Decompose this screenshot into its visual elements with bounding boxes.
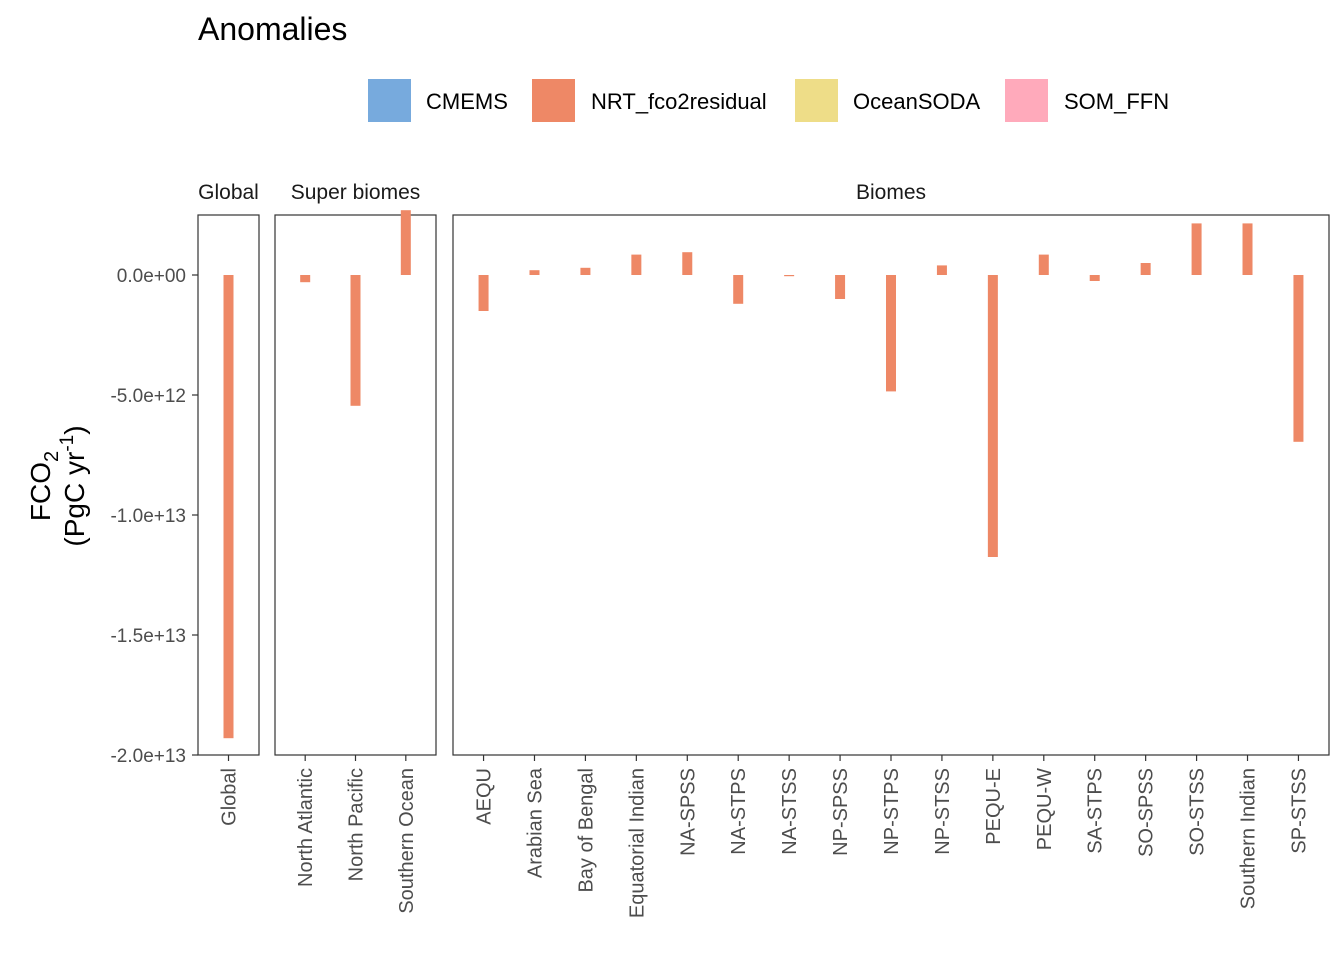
legend-swatch-som-ffn <box>1005 79 1048 122</box>
legend-swatch-oceansoda <box>795 79 838 122</box>
legend-swatch-cmems <box>368 79 411 122</box>
legend-label: CMEMS <box>426 89 508 114</box>
panel-super-biomes: Super biomes North Atlantic North Pacific S… <box>274 181 437 914</box>
y-tick-label: -1.5e+13 <box>110 626 186 647</box>
panel-biomes: Biomes AEQU Arabian Sea Bay of Bengal Equato… <box>452 181 1330 918</box>
bar-na-spss <box>682 252 693 275</box>
x-tick-label: Southern Indian <box>1238 768 1260 909</box>
facet-strip-label: Global <box>198 181 259 204</box>
x-tick-label: NA-SPSS <box>677 768 699 856</box>
y-tick-label: -1.0e+13 <box>110 506 186 527</box>
x-tick-label: NP-SPSS <box>830 768 852 856</box>
bar-pequ-w <box>1038 254 1049 275</box>
x-tick-label: PEQU-W <box>1034 768 1056 850</box>
bar-equatorial-indian <box>631 254 642 275</box>
bar-arabian-sea <box>529 270 540 275</box>
y-tick-label: -2.0e+13 <box>110 746 186 767</box>
facet-strip-label: Biomes <box>856 181 926 204</box>
y-axis-title: FCO2 (PgC yr-1) <box>25 425 90 546</box>
x-tick-label: PEQU-E <box>983 768 1005 845</box>
x-tick-label: NA-STSS <box>779 768 801 855</box>
y-tick-label: -5.0e+12 <box>110 386 186 407</box>
bar-so-stss <box>1191 223 1202 275</box>
x-tick-label: SA-STPS <box>1085 768 1107 854</box>
y-axis: 0.0e+00 -5.0e+12 -1.0e+13 -1.5e+13 -2.0e+13 <box>110 266 198 767</box>
bar-southern-ocean <box>400 210 411 275</box>
bar-so-spss <box>1140 263 1151 275</box>
bar-global <box>223 275 234 739</box>
bar-southern-indian <box>1242 223 1253 275</box>
bar-sa-stps <box>1089 275 1100 281</box>
y-axis-title-line1-sub: 2 <box>41 451 63 462</box>
legend-label: OceanSODA <box>853 89 980 114</box>
bar-pequ-e <box>987 275 998 557</box>
x-tick-label: SO-STSS <box>1187 768 1209 856</box>
bar-na-stps <box>733 275 744 304</box>
x-tick-label: Equatorial Indian <box>626 768 648 918</box>
x-tick-label: NP-STSS <box>932 768 954 855</box>
x-tick-label: Southern Ocean <box>396 768 418 914</box>
facet-strip-label: Super biomes <box>291 181 421 204</box>
y-axis-title-line1: FCO <box>25 462 56 521</box>
x-tick-label: North Pacific <box>346 768 368 881</box>
bar-np-stss <box>936 265 947 275</box>
chart-title: Anomalies <box>198 11 347 47</box>
y-tick-label: 0.0e+00 <box>117 266 186 287</box>
x-tick-label: Bay of Bengal <box>575 768 597 893</box>
x-tick-label: SO-SPSS <box>1136 768 1158 857</box>
legend-label: SOM_FFN <box>1064 89 1169 114</box>
x-tick-label: Global <box>219 768 241 826</box>
x-tick-label: SP-STSS <box>1288 768 1310 854</box>
legend-label: NRT_fco2residual <box>591 89 767 114</box>
x-tick-label: Arabian Sea <box>524 767 546 878</box>
y-axis-title-line2: (PgC yr <box>59 452 90 547</box>
svg-text:(PgC yr-1): (PgC yr-1) <box>57 425 90 546</box>
svg-text:FCO2: FCO2 <box>25 451 63 521</box>
bar-sp-stss <box>1293 275 1304 442</box>
bar-na-stss <box>784 275 795 277</box>
bar-north-pacific <box>350 275 361 406</box>
legend: CMEMS NRT_fco2residual OceanSODA SOM_FFN <box>368 79 1169 122</box>
bar-bay-of-bengal <box>580 267 591 275</box>
x-tick-label: NP-STPS <box>881 768 903 855</box>
y-axis-title-line2-close: ) <box>59 425 90 434</box>
bar-np-stps <box>886 275 896 392</box>
x-tick-label: AEQU <box>474 768 496 825</box>
bar-np-spss <box>835 275 846 299</box>
x-tick-label: North Atlantic <box>295 768 317 887</box>
legend-swatch-nrt-fco2residual <box>532 79 575 122</box>
panel-global: Global Global <box>197 181 260 826</box>
bar-north-atlantic <box>300 275 311 283</box>
bar-aequ <box>478 275 489 311</box>
y-axis-title-line2-sup: -1 <box>57 435 78 452</box>
panels: Global Global Super biomes North Atlantic No… <box>197 181 1330 918</box>
x-tick-label: NA-STPS <box>728 768 750 855</box>
